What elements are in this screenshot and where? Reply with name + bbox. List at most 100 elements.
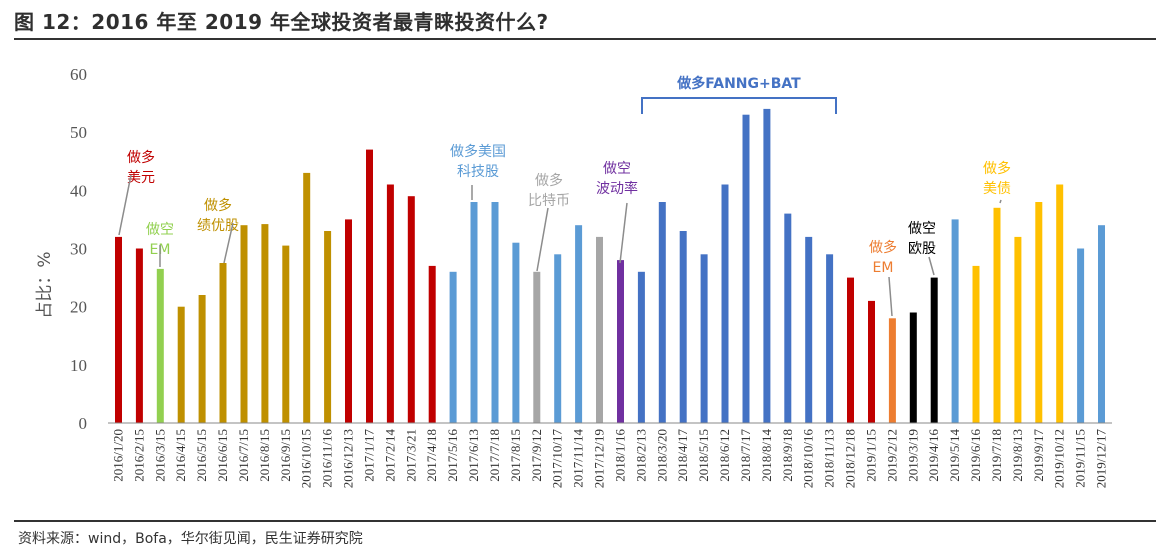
annotation-leader-line (928, 256, 935, 276)
bar (868, 300, 875, 423)
bar (847, 277, 854, 423)
x-tick-label: 2019/6/16 (968, 429, 983, 482)
x-tick-label: 2019/5/14 (947, 429, 962, 482)
fanng-bracket (641, 97, 837, 114)
bar (596, 236, 603, 423)
y-axis-label: 占比：% (35, 251, 55, 318)
bar (177, 306, 185, 423)
x-tick-label: 2018/1/16 (613, 429, 628, 482)
bar (700, 254, 708, 423)
x-tick-label: 2016/1/20 (111, 429, 126, 482)
annotation-leader-line (223, 222, 234, 264)
x-tick-label: 2017/7/18 (487, 429, 502, 482)
x-tick-label: 2019/11/15 (1073, 429, 1088, 488)
annotation-leader-line (536, 207, 549, 272)
bar (386, 184, 394, 423)
annotation-label: 欧股 (908, 241, 936, 257)
bar (533, 271, 541, 423)
x-tick-label: 2019/2/12 (884, 429, 899, 482)
bar (303, 172, 311, 423)
x-tick-label: 2019/4/16 (926, 429, 941, 482)
figure-title: 图 12：2016 年至 2019 年全球投资者最青睐投资什么? (14, 10, 549, 34)
bar (993, 207, 1001, 423)
annotation-label: 比特币 (528, 193, 570, 209)
annotation-label: 做空 (146, 222, 174, 238)
x-tick-label: 2016/12/13 (341, 429, 356, 488)
bar (1014, 236, 1022, 423)
annotation-label: EM (873, 260, 894, 276)
bar (637, 271, 645, 423)
x-tick-label: 2017/12/19 (592, 429, 607, 488)
annotation-label: 做空 (603, 161, 631, 177)
x-tick-label: 2018/6/12 (717, 429, 732, 482)
x-tick-label: 2016/10/15 (299, 429, 314, 488)
y-tick-label: 20 (70, 298, 87, 317)
annotation-label: 做多 (204, 197, 232, 214)
bar (909, 312, 917, 423)
x-tick-label: 2017/8/15 (508, 429, 523, 482)
bracket-label: 做多FANNG+BAT (676, 75, 801, 92)
bar (888, 318, 896, 423)
x-tick-label: 2017/9/12 (529, 429, 544, 482)
x-tick-label: 2019/8/13 (1010, 429, 1025, 482)
x-tick-label: 2016/4/15 (173, 429, 188, 482)
annotation-label: 绩优股 (197, 218, 239, 234)
bar (491, 202, 499, 423)
x-tick-label: 2016/9/15 (278, 429, 293, 482)
x-tick-label: 2018/7/17 (738, 429, 753, 482)
y-axis-ticks: 0 10 20 30 40 50 60 (70, 65, 87, 433)
x-tick-label: 2019/7/18 (989, 429, 1004, 482)
bottom-rule (14, 520, 1156, 522)
annotation-label: 做多 (535, 172, 563, 189)
x-tick-label: 2016/5/15 (194, 429, 209, 482)
bar (115, 236, 122, 423)
bar (930, 277, 938, 423)
bar (679, 231, 687, 423)
x-tick-label: 2016/2/15 (131, 429, 146, 482)
annotations: 做多美元做空EM做多绩优股做多美国科技股做多比特币做空波动率做多EM做空欧股做多… (118, 75, 1011, 317)
x-tick-label: 2018/2/13 (633, 429, 648, 482)
bar (575, 225, 583, 423)
bar (1098, 225, 1105, 423)
bar (428, 265, 436, 423)
bar (261, 224, 269, 423)
bar (951, 219, 959, 423)
bar (240, 225, 248, 423)
x-tick-label: 2017/11/14 (571, 429, 586, 488)
bar (1056, 184, 1064, 423)
annotation-leader-line (619, 202, 628, 264)
bar (1077, 248, 1085, 423)
bar (219, 263, 227, 423)
x-tick-label: 2018/8/14 (759, 429, 774, 482)
bar (198, 295, 206, 423)
annotation-leader-line (118, 174, 132, 236)
bar (324, 231, 332, 423)
annotation-label: 科技股 (457, 164, 499, 180)
x-tick-label: 2018/9/18 (780, 429, 795, 482)
x-tick-label: 2017/10/17 (550, 429, 565, 489)
annotation-label: 美债 (983, 181, 1011, 197)
y-tick-label: 30 (70, 240, 87, 259)
x-tick-label: 2017/4/18 (424, 429, 439, 482)
x-tick-label: 2018/4/17 (675, 429, 690, 482)
x-tick-label: 2019/3/19 (905, 429, 920, 482)
x-tick-label: 2017/2/14 (382, 429, 397, 482)
bar (156, 268, 164, 423)
y-tick-label: 40 (70, 181, 87, 200)
bar (407, 196, 415, 423)
bar (282, 245, 290, 423)
annotation-label: 做空 (908, 221, 936, 237)
annotation-label: 波动率 (596, 180, 638, 197)
annotation-leader-line (888, 276, 893, 317)
x-axis-ticks: 2016/1/20 2016/2/15 2016/3/15 2016/4/15 2016… (111, 429, 1109, 489)
x-tick-label: 2016/3/15 (152, 429, 167, 482)
y-tick-label: 50 (70, 123, 87, 142)
x-tick-label: 2017/6/13 (466, 429, 481, 482)
x-tick-label: 2017/3/21 (403, 429, 418, 482)
y-tick-label: 60 (70, 65, 87, 84)
bar (512, 242, 520, 423)
bar (658, 202, 666, 423)
x-tick-label: 2019/1/15 (864, 429, 879, 482)
bar (449, 271, 457, 423)
